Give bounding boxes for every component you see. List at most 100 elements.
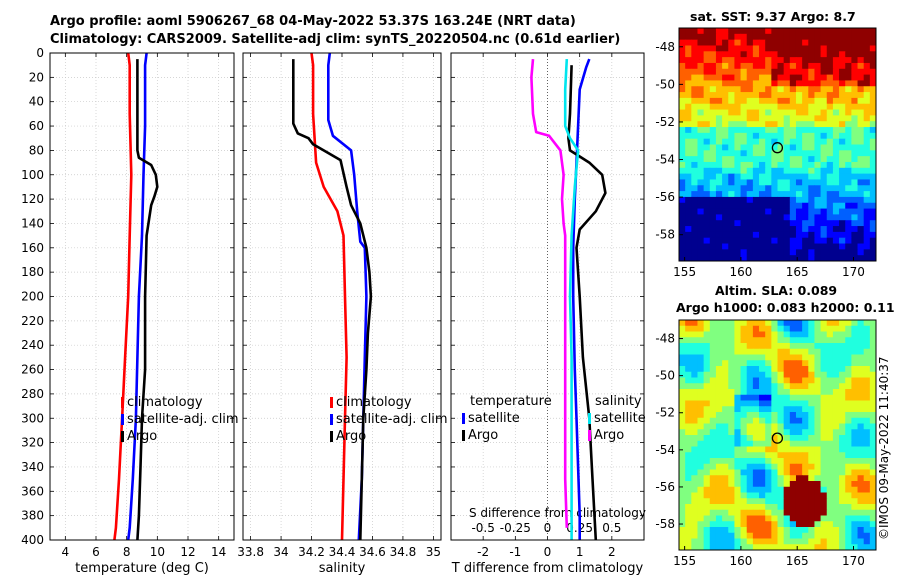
sal-diff-legend-argo-label: Argo xyxy=(594,428,624,443)
sst_map-cell xyxy=(777,231,785,239)
sla_map-cell xyxy=(697,435,705,442)
sla_map-cell xyxy=(728,481,735,488)
sla_map-cell xyxy=(839,538,846,545)
sst_map-cell xyxy=(771,214,778,221)
sst_map-cell xyxy=(826,97,834,105)
sst_map-cell xyxy=(715,237,723,245)
sst_map-cell xyxy=(851,156,859,163)
sst_map-cell xyxy=(765,92,772,99)
sst_map-cell xyxy=(802,28,809,35)
sst_map-cell xyxy=(685,208,692,215)
sst_map-cell xyxy=(808,121,815,128)
sla_map-cell xyxy=(765,371,772,378)
sst_map-cell xyxy=(832,51,840,58)
sst_map-cell xyxy=(851,173,859,180)
sla_map-cell xyxy=(777,458,785,465)
sst_map-cell xyxy=(685,202,692,210)
sst_map-cell xyxy=(728,92,735,99)
sst_map-cell xyxy=(765,138,772,146)
sla_map-cell xyxy=(814,389,822,396)
sst_map-cell xyxy=(808,97,815,105)
sla_map-cell xyxy=(746,538,754,545)
sst_map-cell xyxy=(734,214,742,221)
sla_map-cell xyxy=(783,538,791,545)
sla_map-cell xyxy=(765,452,772,459)
sst_map-cell xyxy=(691,92,698,99)
sst_map-cell xyxy=(679,103,686,111)
sst_map-cell xyxy=(808,173,815,180)
sst_map-cell xyxy=(765,62,772,70)
sst_map-cell xyxy=(728,196,735,204)
sla_map-cell xyxy=(765,532,772,539)
sla_map-cell xyxy=(795,371,803,378)
sst_map-cell xyxy=(734,191,742,198)
sla_map-cell xyxy=(820,544,828,551)
sst_map-cell xyxy=(783,173,791,180)
sst_map-cell xyxy=(839,231,846,239)
sla_map-cell xyxy=(771,325,778,332)
depth-tick-label: 160 xyxy=(21,241,44,255)
sla_map-cell xyxy=(795,446,803,453)
sla_map-cell xyxy=(826,366,834,373)
sst_map-cell xyxy=(795,28,803,35)
sst_map-cell xyxy=(777,33,785,41)
sla_map-lon-label: 155 xyxy=(673,554,696,568)
sst_map-cell xyxy=(802,214,809,221)
sla_map-cell xyxy=(752,492,760,499)
sst_map-cell xyxy=(728,51,735,58)
sst_map-cell xyxy=(808,191,815,198)
sst_map-cell xyxy=(839,161,846,169)
sst_map-cell xyxy=(771,173,778,180)
sst_map-cell xyxy=(777,115,785,122)
sla_map-cell xyxy=(752,423,760,430)
sla_map-cell xyxy=(746,406,754,413)
sst_map-cell xyxy=(715,255,723,262)
sla_map-cell xyxy=(709,527,717,534)
sla_map-cell xyxy=(722,521,729,528)
sla_map-cell xyxy=(863,325,871,332)
sla_map-cell xyxy=(679,532,686,539)
sst_map-cell xyxy=(814,92,822,99)
sst_map-cell xyxy=(740,74,748,81)
sst_map-cell xyxy=(697,249,705,256)
sst_map-cell xyxy=(869,132,877,140)
sst_map-cell xyxy=(740,28,748,35)
sla_map-cell xyxy=(808,406,815,413)
sla_map-cell xyxy=(802,331,809,338)
sst_map-cell xyxy=(851,33,859,41)
temp-legend-1-label: satellite-adj. clim xyxy=(127,412,239,427)
sla_map-cell xyxy=(752,360,760,367)
sst_map-cell xyxy=(795,74,803,81)
sst_map-cell xyxy=(851,214,859,221)
sst_map-cell xyxy=(783,156,791,163)
sla_map-cell xyxy=(765,325,772,332)
sst_map-cell xyxy=(679,191,686,198)
sst_map-cell xyxy=(802,127,809,134)
sla_map-cell xyxy=(765,475,772,482)
sst_map-cell xyxy=(814,150,822,157)
sla_map-cell xyxy=(783,492,791,499)
sst_map-cell xyxy=(795,57,803,64)
sla_map-cell xyxy=(814,446,822,453)
sla_map-cell xyxy=(777,366,785,373)
sla_map-cell xyxy=(820,354,828,361)
sst_map-cell xyxy=(685,144,692,151)
sla_map-cell xyxy=(808,532,815,539)
sst_map-cell xyxy=(765,68,772,76)
sla_map-cell xyxy=(783,469,791,476)
sla_map-cell xyxy=(740,417,748,424)
sla_map-cell xyxy=(783,366,791,373)
sst_map-cell xyxy=(746,237,754,245)
sst_map-cell xyxy=(709,173,717,180)
sla_map-cell xyxy=(845,377,852,384)
sla_map-cell xyxy=(765,481,772,488)
sla_map-cell xyxy=(789,509,797,516)
sst_map-cell xyxy=(691,191,698,198)
sla_map-cell xyxy=(715,452,723,459)
sst_map-cell xyxy=(863,132,871,140)
sla_map-cell xyxy=(679,343,686,350)
sst_map-cell xyxy=(685,132,692,140)
sla_map-cell xyxy=(715,394,723,401)
sst_map-cell xyxy=(826,127,834,134)
